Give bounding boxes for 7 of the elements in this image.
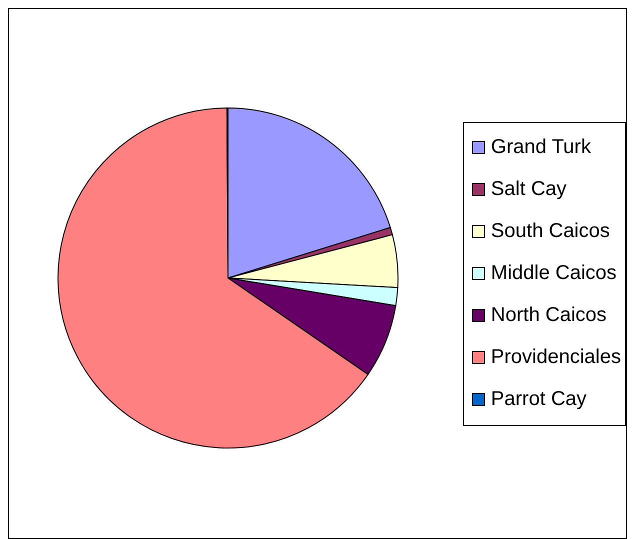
legend-label: North Caicos bbox=[490, 304, 607, 327]
legend-label: Salt Cay bbox=[490, 178, 567, 201]
legend-label: Grand Turk bbox=[490, 136, 591, 159]
legend-label: Providenciales bbox=[490, 346, 621, 369]
legend-label: South Caicos bbox=[490, 220, 610, 243]
legend-label: Parrot Cay bbox=[490, 388, 587, 411]
legend-label: Middle Caicos bbox=[490, 262, 617, 285]
